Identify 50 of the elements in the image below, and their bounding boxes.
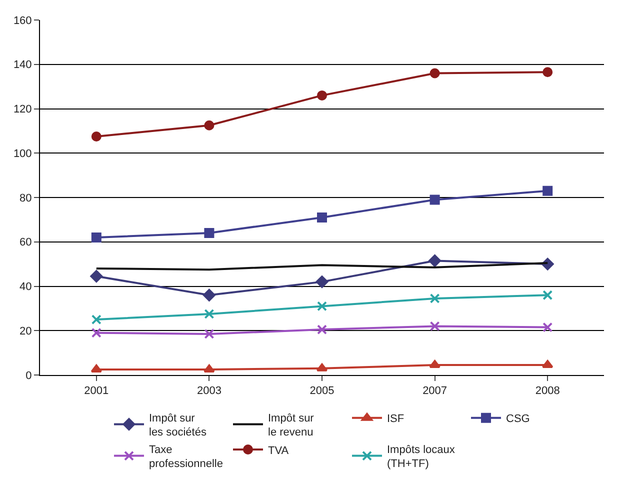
legend-label: TVA — [268, 444, 290, 457]
point — [542, 186, 553, 196]
point — [316, 276, 328, 288]
point — [430, 68, 440, 78]
y-tick-label: 20 — [20, 325, 32, 338]
point — [430, 293, 440, 304]
point — [317, 324, 327, 335]
point — [316, 363, 328, 372]
point — [317, 301, 327, 312]
x-tick-label: 2008 — [535, 385, 560, 398]
point — [204, 228, 214, 238]
y-tick-label: 120 — [13, 104, 32, 116]
point — [430, 321, 440, 332]
legend-label: CSG — [506, 413, 530, 426]
point — [204, 120, 214, 130]
point — [542, 322, 553, 332]
point — [317, 212, 327, 222]
y-tick-label: 40 — [20, 281, 32, 294]
y-tick-label: 100 — [13, 148, 32, 160]
point — [91, 314, 102, 325]
y-tick-label: 0 — [26, 370, 32, 382]
point — [90, 270, 103, 282]
point — [204, 328, 214, 339]
point — [204, 364, 215, 372]
point — [90, 364, 102, 372]
legend-label: Impôts locaux (TH+TF) — [387, 444, 456, 470]
y-tick-label: 80 — [20, 192, 32, 204]
x-tick-label: 2007 — [422, 385, 448, 398]
point — [429, 360, 440, 368]
point — [542, 290, 553, 300]
x-tick-label: 2005 — [310, 385, 334, 398]
legend-label: Impôt sur le revenu — [268, 412, 314, 439]
point — [542, 360, 554, 368]
point — [91, 328, 102, 338]
point — [428, 254, 441, 267]
point — [91, 232, 102, 242]
legend-label: Taxe professionnelle — [149, 444, 223, 470]
point — [203, 288, 216, 302]
point — [91, 131, 102, 142]
y-tick-label: 160 — [13, 14, 32, 27]
x-tick-label: 2003 — [196, 385, 222, 398]
legend-label: ISF — [387, 413, 404, 426]
point — [204, 308, 214, 319]
x-tick-label: 2001 — [84, 385, 109, 398]
point — [430, 194, 440, 205]
legend-label: Impôt sur les sociétés — [149, 412, 207, 439]
point — [317, 90, 327, 100]
y-tick-label: 60 — [20, 236, 32, 249]
y-tick-label: 140 — [13, 59, 32, 72]
point — [542, 67, 553, 78]
